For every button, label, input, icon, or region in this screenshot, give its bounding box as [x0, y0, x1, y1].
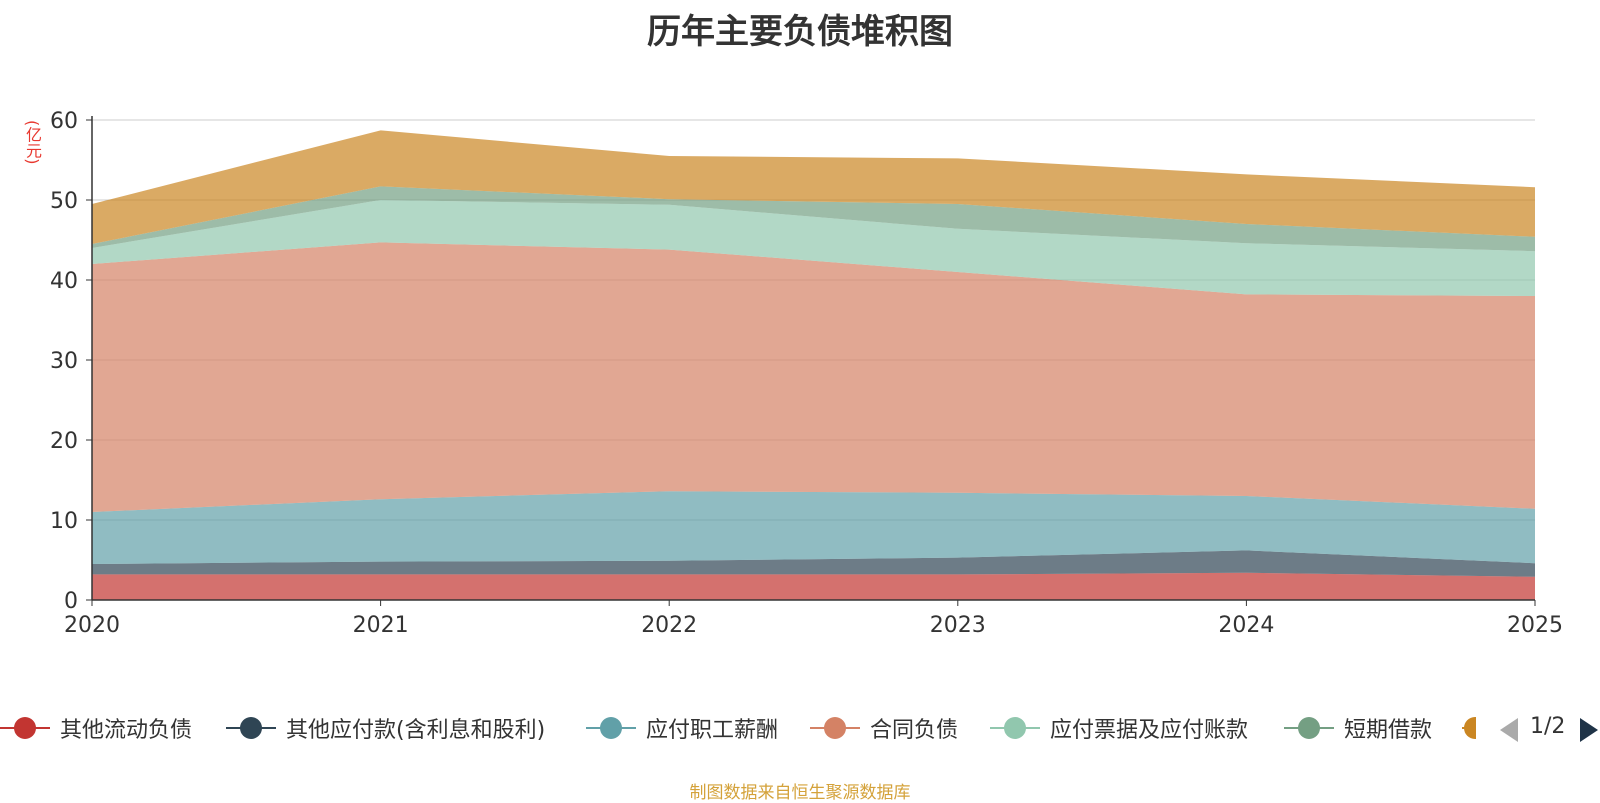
area-series-4 — [92, 242, 1535, 512]
y-tick-label: 10 — [50, 509, 78, 534]
legend-marker-icon — [0, 716, 50, 740]
legend-label: 其他流动负债 — [60, 718, 193, 743]
legend-prev-page-icon[interactable] — [1500, 718, 1518, 742]
x-tick-label: 2021 — [353, 613, 409, 638]
legend: 其他流动负债 其他应付款(含利息和股利) 应付职工薪酬 合同负债 应付票据及应付账款 短期… — [0, 708, 1600, 748]
y-tick-label: 30 — [50, 349, 78, 374]
legend-marker-icon — [810, 716, 860, 740]
legend-item[interactable]: 应付职工薪酬 — [586, 708, 778, 748]
chart-title: 历年主要负债堆积图 — [647, 12, 953, 52]
legend-marker-icon — [990, 716, 1040, 740]
legend-item[interactable]: 短期借款 — [1284, 708, 1432, 748]
legend-marker-icon — [586, 716, 636, 740]
area-series-7 — [92, 130, 1535, 244]
area-series-1 — [92, 572, 1535, 600]
data-source-note: 制图数据来自恒生聚源数据库 — [689, 783, 911, 803]
y-tick-label: 0 — [64, 589, 78, 614]
legend-item[interactable]: 其他流动负债 — [0, 708, 192, 748]
y-tick-label: 40 — [50, 269, 78, 294]
legend-page-indicator: 1/2 — [1530, 714, 1566, 739]
legend-label: 合同负债 — [870, 718, 959, 743]
legend-label: 短期借款 — [1344, 718, 1433, 743]
y-axis-unit: (亿元) — [23, 120, 42, 165]
x-tick-label: 2022 — [641, 613, 697, 638]
area-series-2 — [92, 550, 1535, 577]
legend-item[interactable]: 合同负债 — [810, 708, 958, 748]
y-tick-label: 50 — [50, 189, 78, 214]
area-series-3 — [92, 491, 1535, 564]
x-tick-label: 2025 — [1507, 613, 1563, 638]
legend-item-partial[interactable] — [1462, 708, 1476, 748]
x-tick-label: 2020 — [64, 613, 120, 638]
area-series-6 — [92, 186, 1535, 252]
x-tick-label: 2024 — [1218, 613, 1274, 638]
y-tick-label: 20 — [50, 429, 78, 454]
legend-marker-icon — [226, 716, 276, 740]
legend-marker-icon — [1284, 716, 1334, 740]
legend-item[interactable]: 其他应付款(含利息和股利) — [226, 708, 545, 748]
legend-label: 应付票据及应付账款 — [1050, 718, 1249, 743]
legend-item[interactable]: 应付票据及应付账款 — [990, 708, 1248, 748]
legend-label: 应付职工薪酬 — [646, 718, 779, 743]
chart-plot: 0 10 20 30 40 50 60 2020 2021 2022 2023 2024 2025 — [50, 109, 1563, 638]
legend-next-page-icon[interactable] — [1580, 718, 1598, 742]
y-tick-label: 60 — [50, 109, 78, 134]
legend-label: 其他应付款(含利息和股利) — [286, 718, 546, 743]
x-tick-label: 2023 — [930, 613, 986, 638]
area-series-5 — [92, 200, 1535, 296]
